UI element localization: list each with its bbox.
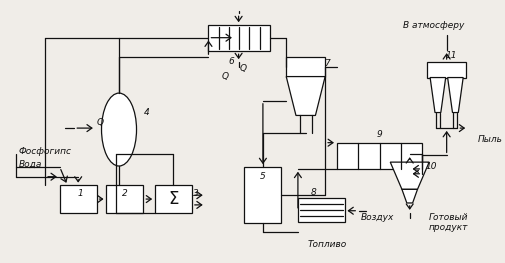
Bar	[208, 25, 269, 51]
Text: 5: 5	[260, 172, 265, 181]
Bar	[106, 185, 143, 213]
Text: 1: 1	[77, 189, 83, 198]
Text: Q: Q	[97, 118, 104, 127]
Bar	[297, 198, 344, 222]
Text: Топливо: Топливо	[307, 240, 346, 249]
Bar	[336, 143, 422, 169]
Text: Пыль: Пыль	[477, 135, 501, 144]
Text: Воздух: Воздух	[361, 213, 394, 222]
Text: 8: 8	[310, 188, 316, 197]
Text: 4: 4	[144, 108, 150, 117]
Text: 2: 2	[122, 189, 127, 198]
Bar	[155, 185, 191, 213]
Text: Σ: Σ	[168, 190, 178, 208]
Text: В атмосферу: В атмосферу	[402, 21, 464, 29]
Text: 3: 3	[192, 189, 198, 198]
Polygon shape	[389, 162, 428, 189]
Text: 11: 11	[445, 51, 457, 60]
Text: 10: 10	[425, 163, 436, 171]
Text: Q: Q	[239, 64, 246, 73]
Ellipse shape	[102, 93, 136, 166]
Bar	[244, 167, 281, 223]
Polygon shape	[447, 78, 462, 113]
Bar	[60, 185, 96, 213]
Text: Q: Q	[221, 72, 228, 81]
Text: 6: 6	[228, 57, 234, 65]
Bar	[286, 57, 325, 77]
Text: 7: 7	[324, 59, 329, 68]
Bar	[426, 62, 465, 78]
Polygon shape	[286, 77, 325, 115]
Text: Вода: Вода	[19, 160, 42, 169]
Polygon shape	[401, 189, 417, 203]
Text: 9: 9	[376, 130, 382, 139]
Text: Готовый
продукт: Готовый продукт	[428, 213, 468, 232]
Text: Фосфогипс: Фосфогипс	[19, 147, 72, 156]
Polygon shape	[429, 78, 445, 113]
